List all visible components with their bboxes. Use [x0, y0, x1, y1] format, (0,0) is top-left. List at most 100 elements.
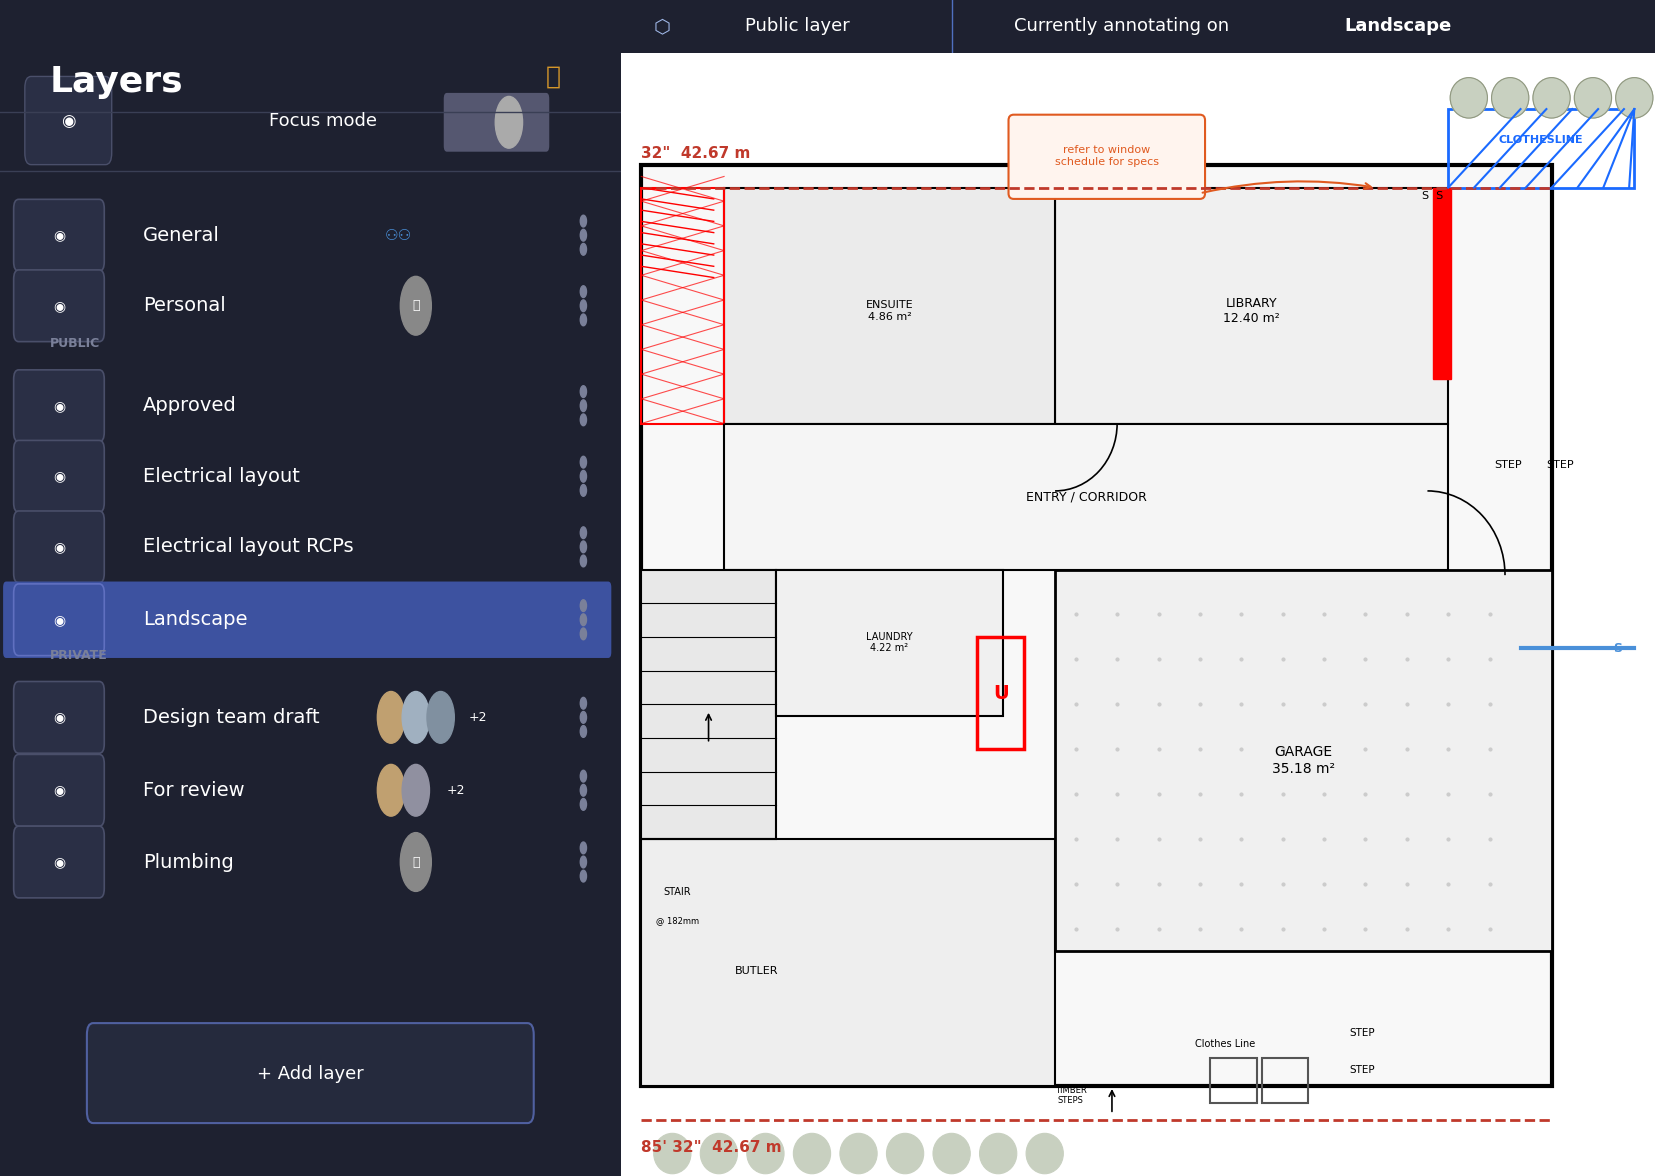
FancyBboxPatch shape [13, 510, 104, 582]
Circle shape [581, 300, 586, 312]
Text: +2: +2 [468, 710, 487, 724]
Circle shape [887, 1134, 923, 1174]
Text: Personal: Personal [142, 296, 225, 315]
Circle shape [402, 764, 430, 816]
Text: S  S: S S [1422, 191, 1443, 201]
Circle shape [581, 215, 586, 227]
Circle shape [581, 555, 586, 567]
Text: + Add layer: + Add layer [257, 1064, 364, 1083]
Circle shape [581, 527, 586, 539]
Circle shape [401, 276, 432, 335]
FancyBboxPatch shape [25, 76, 111, 165]
Circle shape [581, 456, 586, 468]
Circle shape [581, 870, 586, 882]
Text: ◉: ◉ [53, 469, 65, 483]
Text: LAUNDRY
4.22 m²: LAUNDRY 4.22 m² [866, 632, 914, 654]
Text: PUBLIC: PUBLIC [50, 338, 99, 350]
Text: Layers: Layers [50, 65, 184, 99]
Bar [1448, 109, 1635, 188]
Text: ⚇⚇: ⚇⚇ [384, 228, 412, 242]
Circle shape [581, 770, 586, 782]
Bar [1433, 188, 1451, 379]
Circle shape [581, 286, 586, 298]
Text: ⬡: ⬡ [654, 16, 670, 36]
Text: ◉: ◉ [53, 710, 65, 724]
Circle shape [581, 229, 586, 241]
Circle shape [1491, 78, 1529, 118]
Text: ◉: ◉ [53, 228, 65, 242]
Circle shape [841, 1134, 877, 1174]
Text: Electrical layout RCPs: Electrical layout RCPs [142, 537, 354, 556]
Circle shape [933, 1134, 970, 1174]
Text: 👤: 👤 [412, 299, 420, 313]
Bar [642, 166, 1552, 1087]
Text: Focus mode: Focus mode [268, 112, 377, 129]
Text: S: S [1614, 642, 1622, 655]
Circle shape [581, 711, 586, 723]
Text: ◉: ◉ [53, 540, 65, 554]
Text: ◉: ◉ [53, 613, 65, 627]
Circle shape [581, 799, 586, 810]
Text: STAIR: STAIR [664, 887, 692, 897]
FancyBboxPatch shape [86, 1023, 533, 1123]
Text: For review: For review [142, 781, 245, 800]
Circle shape [427, 691, 453, 743]
Text: Landscape: Landscape [1344, 18, 1451, 35]
Circle shape [654, 1134, 692, 1174]
Circle shape [793, 1134, 831, 1174]
Text: STEP: STEP [1350, 1028, 1375, 1037]
Text: Landscape: Landscape [142, 610, 247, 629]
Circle shape [581, 614, 586, 626]
Text: ENTRY / CORRIDOR: ENTRY / CORRIDOR [1026, 490, 1147, 503]
Text: ENSUITE
4.86 m²: ENSUITE 4.86 m² [866, 300, 914, 322]
FancyBboxPatch shape [444, 93, 549, 152]
Text: ◉: ◉ [61, 112, 76, 129]
Text: 📌: 📌 [546, 65, 561, 88]
Circle shape [1533, 78, 1571, 118]
Circle shape [581, 314, 586, 326]
Circle shape [1574, 78, 1612, 118]
Text: BUTLER: BUTLER [735, 965, 778, 976]
Bar [642, 569, 776, 840]
Circle shape [1450, 78, 1488, 118]
Text: Design team draft: Design team draft [142, 708, 319, 727]
Text: @ 182mm: @ 182mm [655, 916, 698, 926]
Text: Electrical layout: Electrical layout [142, 467, 300, 486]
Circle shape [700, 1134, 738, 1174]
Text: CLOTHESLINE: CLOTHESLINE [1499, 135, 1584, 145]
Circle shape [581, 784, 586, 796]
Circle shape [581, 470, 586, 482]
Circle shape [581, 856, 586, 868]
Bar [725, 188, 1056, 423]
FancyBboxPatch shape [13, 584, 104, 656]
Circle shape [581, 414, 586, 426]
Text: LIBRARY
12.40 m²: LIBRARY 12.40 m² [1223, 298, 1279, 326]
Circle shape [402, 691, 430, 743]
Text: 85' 32"  42.67 m: 85' 32" 42.67 m [642, 1141, 781, 1156]
Text: ◉: ◉ [53, 783, 65, 797]
FancyBboxPatch shape [13, 441, 104, 513]
Text: GARAGE
35.18 m²: GARAGE 35.18 m² [1271, 746, 1336, 775]
Circle shape [581, 726, 586, 737]
Circle shape [581, 400, 586, 412]
Text: U: U [993, 683, 1010, 702]
Text: Approved: Approved [142, 396, 237, 415]
Text: refer to window
schedule for specs: refer to window schedule for specs [1054, 146, 1158, 167]
Text: 32"  42.67 m: 32" 42.67 m [642, 147, 751, 161]
Bar [725, 423, 1448, 569]
Text: +2: +2 [447, 783, 465, 797]
Circle shape [495, 96, 523, 148]
Circle shape [980, 1134, 1016, 1174]
FancyBboxPatch shape [13, 369, 104, 441]
Circle shape [377, 764, 405, 816]
Circle shape [581, 842, 586, 854]
Text: ◉: ◉ [53, 399, 65, 413]
FancyBboxPatch shape [13, 827, 104, 898]
Text: Currently annotating on: Currently annotating on [1013, 18, 1235, 35]
Text: TIMBER
STEPS: TIMBER STEPS [1054, 1085, 1086, 1105]
Text: STEP: STEP [1494, 461, 1523, 470]
Circle shape [401, 833, 432, 891]
Text: 👤: 👤 [412, 855, 420, 869]
Bar [642, 840, 1056, 1087]
Text: ◉: ◉ [53, 299, 65, 313]
